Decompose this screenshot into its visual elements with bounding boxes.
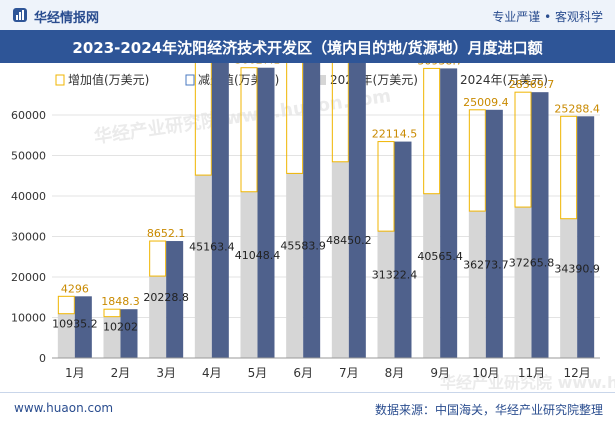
bar-2024 <box>348 63 366 358</box>
increase-data-label: 4296 <box>61 282 89 295</box>
bar-2024 <box>211 63 229 359</box>
bar-2023 <box>514 207 532 358</box>
bar-2023 <box>331 161 349 358</box>
bar-increase <box>286 63 304 174</box>
increase-data-label: 30627.1 <box>235 63 281 67</box>
footer-website: www.huaon.com <box>14 401 114 415</box>
x-tick-label: 5月 <box>248 366 268 380</box>
bar-2024 <box>257 67 275 358</box>
legend-swatch <box>55 74 65 86</box>
legend-label: 2023年(万美元) <box>330 73 418 87</box>
bar-2023 <box>194 175 212 358</box>
x-tick-label: 11月 <box>518 366 545 380</box>
increase-data-label: 1848.3 <box>101 295 140 308</box>
watermark-text: 华经产业研究院 www.huaon.com <box>93 84 393 147</box>
x-tick-label: 10月 <box>472 366 499 380</box>
x-tick-label: 6月 <box>293 366 313 380</box>
y-tick-label: 10000 <box>11 312 46 325</box>
value-2023-data-label: 45583.9 <box>280 240 326 253</box>
x-tick-label: 8月 <box>385 366 405 380</box>
top-bar: 华经情报网 专业严谨 • 客观科学 <box>0 0 615 30</box>
bar-increase <box>57 295 75 315</box>
value-2023-data-label: 36273.7 <box>463 259 509 272</box>
bar-increase <box>149 240 167 277</box>
y-tick-label: 40000 <box>11 190 46 203</box>
increase-data-label: 30938.7 <box>417 63 463 67</box>
increase-data-label: 25009.4 <box>463 96 509 109</box>
x-tick-label: 4月 <box>202 366 222 380</box>
chart-title: 2023-2024年沈阳经济技术开发区（境内目的地/货源地）月度进口额 <box>72 39 543 57</box>
value-2023-data-label: 10202 <box>103 321 138 334</box>
bar-increase <box>240 67 258 193</box>
bar-increase <box>560 115 578 220</box>
bar-2023 <box>103 316 121 358</box>
value-2023-data-label: 40565.4 <box>417 250 463 263</box>
bar-2023 <box>423 193 441 358</box>
bar-increase <box>331 63 349 163</box>
x-tick-label: 3月 <box>156 366 176 380</box>
value-2023-data-label: 45163.4 <box>189 241 235 254</box>
brand-name: 华经情报网 <box>34 11 100 26</box>
x-tick-label: 1月 <box>65 366 85 380</box>
value-2023-data-label: 20228.8 <box>143 291 189 304</box>
bar-2023 <box>560 218 578 358</box>
bar-2023 <box>286 173 304 358</box>
legend-swatch <box>318 75 326 85</box>
increase-data-label: 22114.5 <box>372 128 418 141</box>
y-tick-label: 20000 <box>11 271 46 284</box>
value-2023-data-label: 10935.2 <box>52 318 98 331</box>
bar-2023 <box>468 211 486 358</box>
bar-increase <box>377 141 395 232</box>
bar-2024 <box>120 309 138 358</box>
footer-source: 数据来源：中国海关，华经产业研究院整理 <box>374 403 603 417</box>
value-2023-data-label: 48450.2 <box>326 234 372 247</box>
bar-2023 <box>377 231 395 358</box>
bar-increase <box>103 308 121 318</box>
bar-2024 <box>74 296 92 358</box>
bar-2024 <box>485 109 503 359</box>
value-2023-data-label: 41048.4 <box>235 249 281 262</box>
bar-increase <box>468 109 486 212</box>
footer-divider <box>0 392 615 393</box>
increase-data-label: 28369.7 <box>509 78 555 91</box>
value-2023-data-label: 37265.8 <box>509 257 555 270</box>
brand-tagline: 专业严谨 • 客观科学 <box>492 10 603 24</box>
legend-label: 增加值(万美元) <box>68 72 149 87</box>
brand-logo-icon <box>13 8 27 22</box>
increase-data-label: 25288.4 <box>554 102 600 115</box>
bar-2024 <box>440 68 458 359</box>
bar-increase <box>423 67 441 195</box>
bar-2023 <box>149 276 167 358</box>
bar-2023 <box>240 191 258 358</box>
bar-increase <box>514 91 532 208</box>
increase-data-label: 8652.1 <box>147 227 186 240</box>
x-tick-label: 7月 <box>339 366 359 380</box>
y-tick-label: 50000 <box>11 150 46 163</box>
legend-swatch <box>185 74 195 86</box>
x-tick-label: 9月 <box>430 366 450 380</box>
value-2023-data-label: 31322.4 <box>372 269 418 282</box>
y-tick-label: 60000 <box>11 109 46 122</box>
x-tick-label: 12月 <box>564 366 591 380</box>
y-tick-label: 0 <box>39 352 46 365</box>
bar-2024 <box>531 92 549 359</box>
watermark-text: 华经产业研究院 www.huaon.com <box>440 373 615 392</box>
bar-2023 <box>57 313 75 358</box>
bar-2024 <box>577 116 595 359</box>
bar-2024 <box>166 241 184 358</box>
bar-2024 <box>394 141 412 358</box>
title-band <box>0 30 615 63</box>
x-tick-label: 2月 <box>111 366 131 380</box>
bar-2024 <box>303 63 321 358</box>
value-2023-data-label: 34390.9 <box>554 262 600 275</box>
chart-area: 华经产业研究院 www.huaon.com 华经产业研究院 www.huaon.c… <box>11 63 615 392</box>
y-tick-label: 30000 <box>11 231 46 244</box>
legend-label: 2024年(万美元) <box>460 73 548 87</box>
bar-increase <box>194 63 212 176</box>
